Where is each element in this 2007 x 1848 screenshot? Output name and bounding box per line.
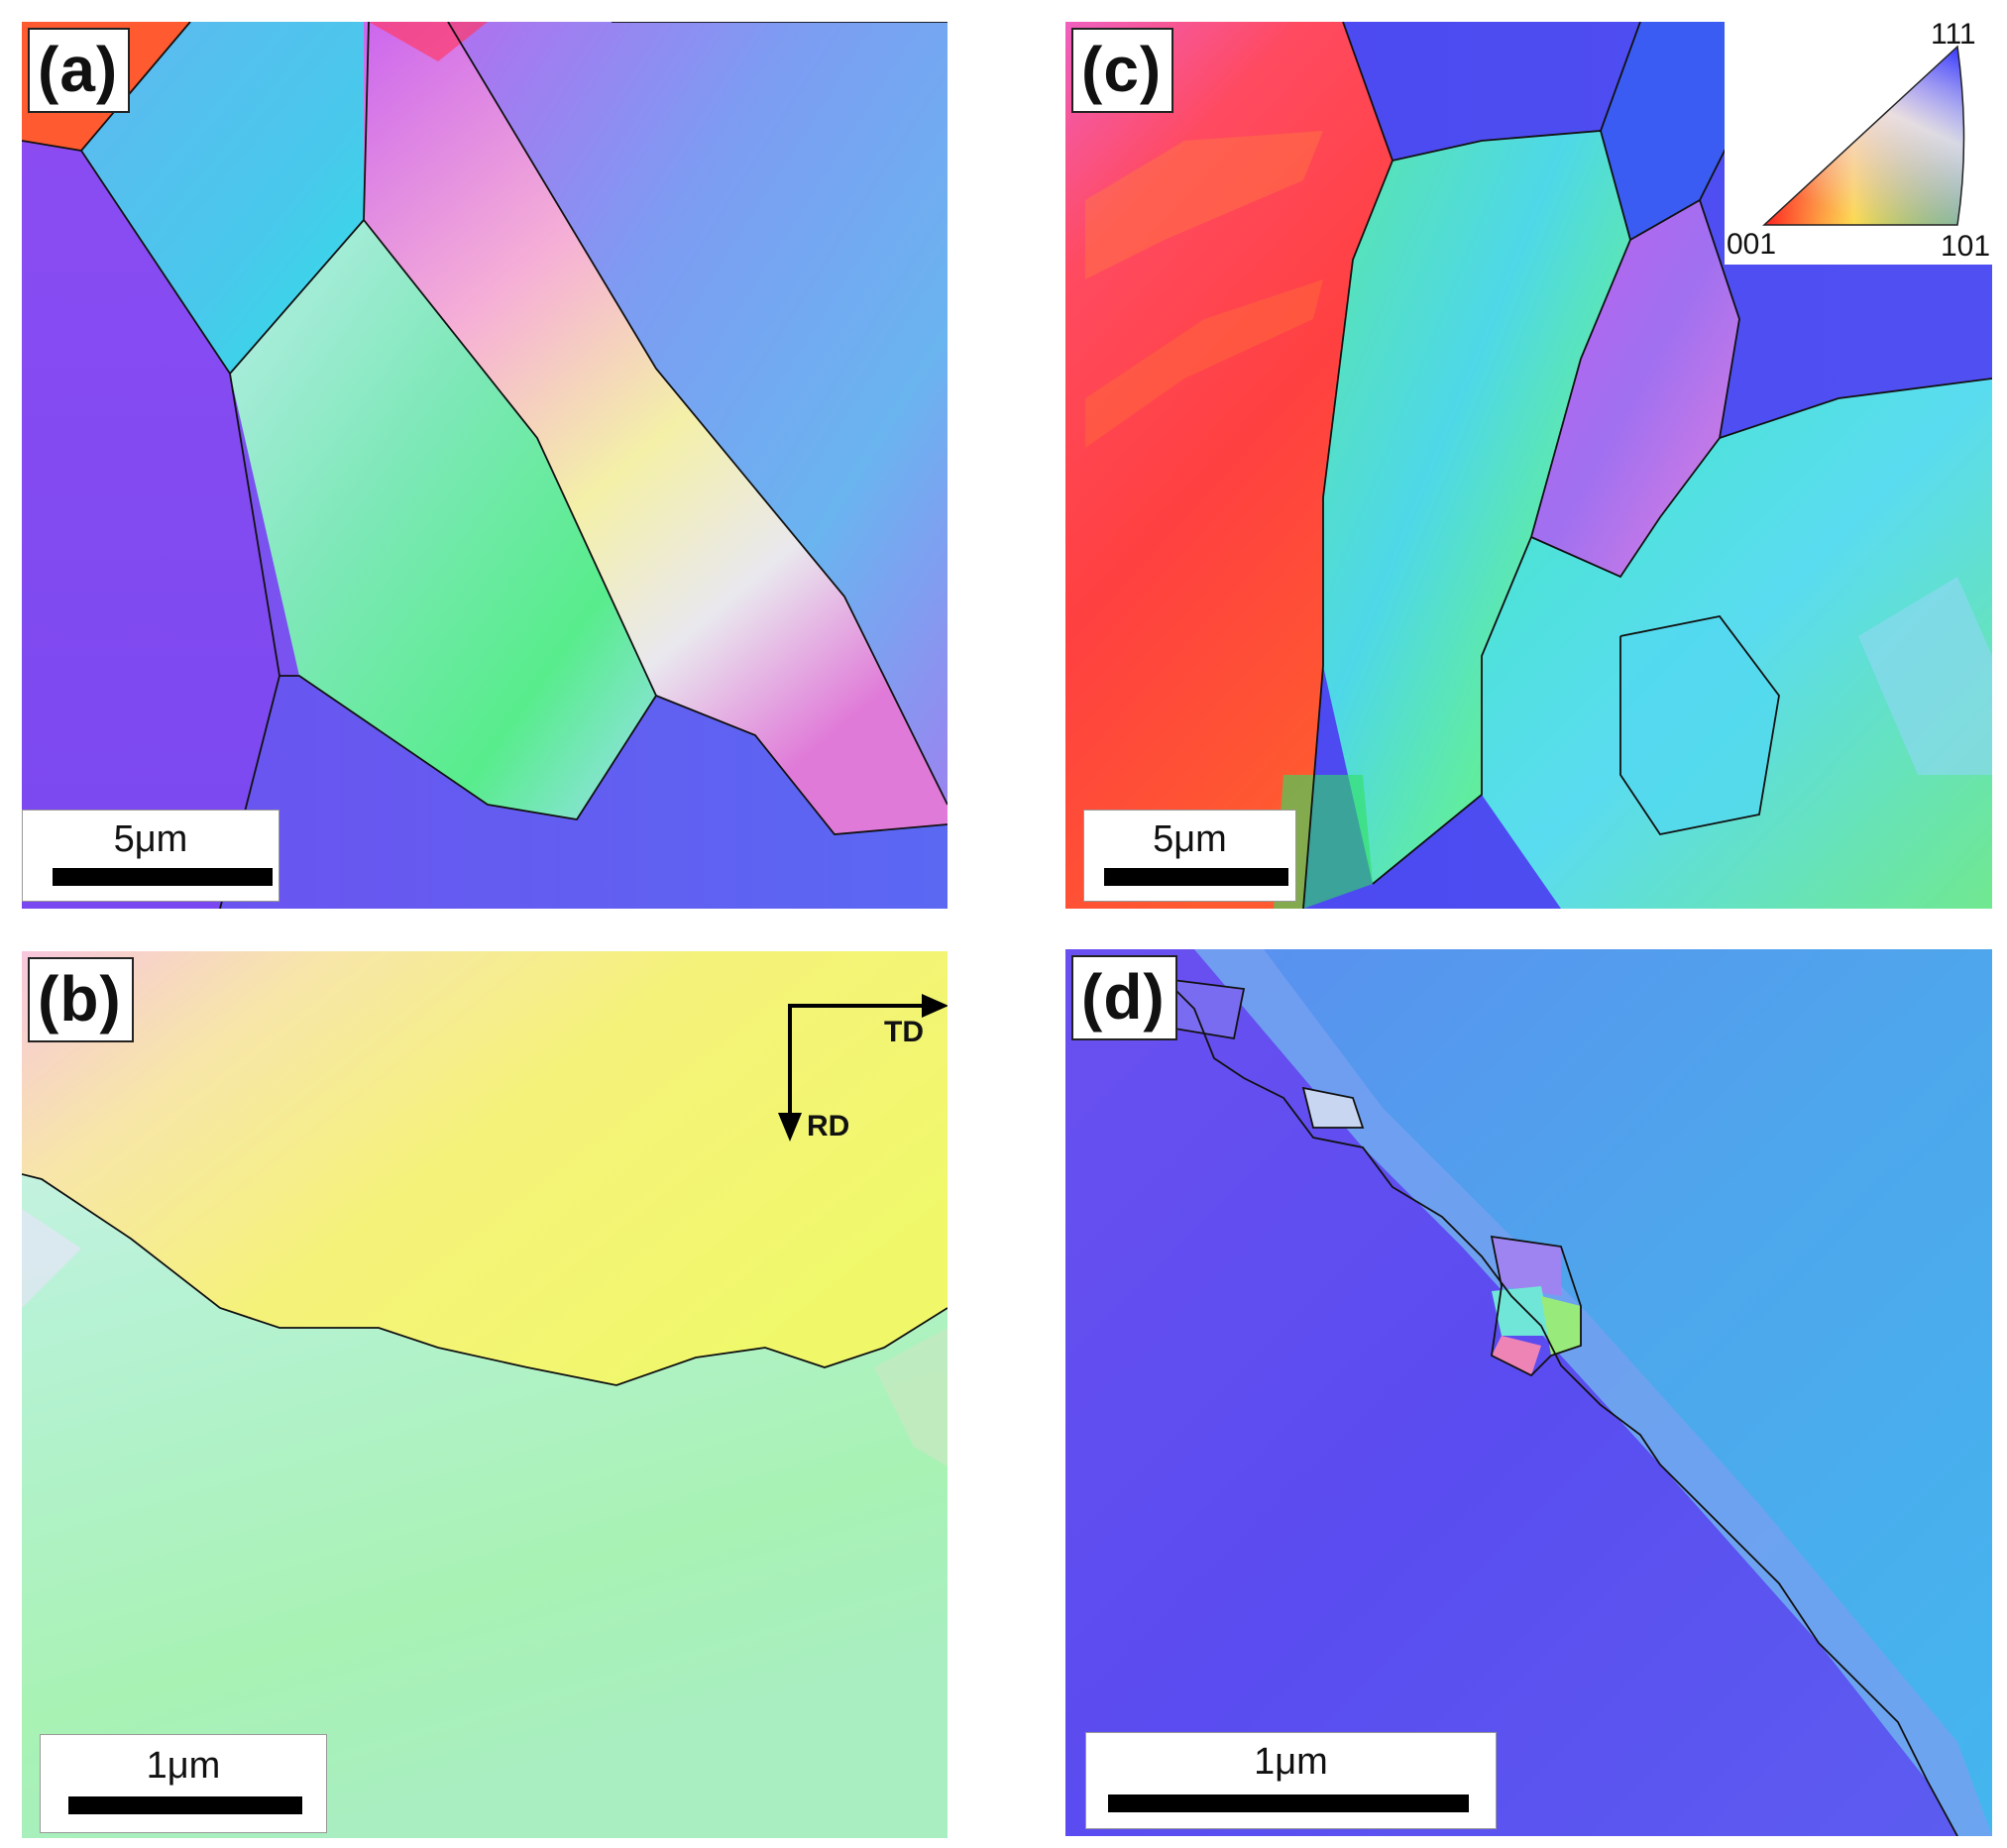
scale-bar-box-c: 5μm	[1083, 810, 1296, 902]
scale-bar-c	[1104, 868, 1288, 886]
scale-bar-b	[68, 1796, 302, 1814]
ebsd-map-c	[1065, 22, 1992, 909]
rd-arrow-icon	[778, 1113, 802, 1141]
scale-bar-d	[1108, 1794, 1469, 1812]
ebsd-map-b	[22, 951, 948, 1838]
scale-bar-label-a: 5μm	[113, 818, 188, 860]
panel-d: (d) 1μm	[1065, 949, 1992, 1836]
panel-b: (b) TD RD 1μm	[22, 951, 948, 1838]
td-arrow-icon	[922, 994, 948, 1018]
ebsd-map-d	[1065, 949, 1992, 1836]
scale-bar-box-d: 1μm	[1085, 1732, 1497, 1829]
ipf-color-key: 111 001 101	[1725, 22, 1992, 265]
panel-a: (a) 5μm	[22, 22, 948, 909]
sample-axes	[778, 994, 948, 1141]
ipf-triangle	[1762, 45, 1965, 226]
ipf-label-001: 001	[1727, 228, 1777, 261]
scale-bar-label-b: 1μm	[146, 1745, 221, 1787]
panel-label-a: (a)	[28, 28, 131, 113]
ipf-label-101: 101	[1941, 230, 1991, 263]
panel-label-c: (c)	[1071, 28, 1174, 113]
scale-bar-box-a: 5μm	[22, 810, 279, 902]
scale-bar-a	[53, 868, 273, 886]
scale-bar-label-c: 5μm	[1153, 818, 1227, 860]
axis-label-td: TD	[884, 1016, 924, 1048]
ebsd-map-a	[22, 22, 948, 909]
axis-label-rd: RD	[807, 1110, 850, 1142]
scale-bar-box-b: 1μm	[40, 1734, 327, 1833]
panel-label-b: (b)	[28, 957, 134, 1042]
panel-c: (c) 111 001 101 5μm	[1065, 22, 1992, 909]
scale-bar-label-d: 1μm	[1254, 1741, 1328, 1783]
ipf-label-111: 111	[1931, 22, 1976, 51]
panel-label-d: (d)	[1071, 955, 1177, 1040]
